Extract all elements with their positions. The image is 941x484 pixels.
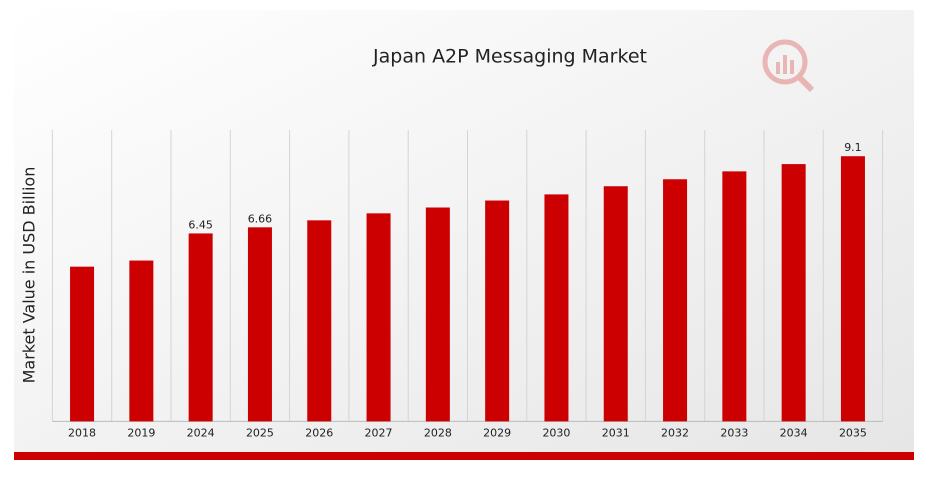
y-axis-label: Market Value in USD Billion xyxy=(20,167,39,384)
x-tick-label: 2027 xyxy=(365,426,393,439)
x-tick-label: 2031 xyxy=(602,426,630,439)
bar xyxy=(663,179,688,422)
bar xyxy=(129,260,154,422)
x-tick-label: 2030 xyxy=(542,426,570,439)
x-tick-label: 2028 xyxy=(424,426,452,439)
x-tick-label: 2035 xyxy=(839,426,867,439)
value-label: 9.1 xyxy=(844,141,862,154)
bar xyxy=(485,200,510,422)
bar xyxy=(603,186,628,422)
bar xyxy=(70,266,95,422)
x-tick-label: 2034 xyxy=(780,426,808,439)
value-label: 6.66 xyxy=(248,212,273,225)
bar xyxy=(247,227,272,422)
x-tick-label: 2019 xyxy=(127,426,155,439)
bar xyxy=(781,164,806,422)
bar xyxy=(366,213,391,422)
x-tick-label: 2032 xyxy=(661,426,689,439)
bar xyxy=(840,156,865,422)
chart-title: Japan A2P Messaging Market xyxy=(372,46,647,68)
footer-strip xyxy=(14,452,914,460)
logo xyxy=(762,39,815,93)
x-tick-label: 2029 xyxy=(483,426,511,439)
bar xyxy=(722,171,747,422)
x-tick-label: 2018 xyxy=(68,426,96,439)
x-tick-label: 2026 xyxy=(305,426,333,439)
bar xyxy=(307,220,332,422)
value-label: 6.45 xyxy=(188,218,213,231)
bar xyxy=(425,207,450,422)
x-tick-label: 2025 xyxy=(246,426,274,439)
bar xyxy=(188,233,213,422)
bar xyxy=(544,194,569,422)
x-tick-label: 2033 xyxy=(720,426,748,439)
x-tick-label: 2024 xyxy=(187,426,215,439)
